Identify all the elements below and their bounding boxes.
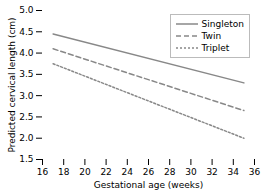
svg-text:18: 18 [58,167,70,177]
svg-text:20: 20 [79,167,91,177]
svg-text:4.0: 4.0 [19,48,34,58]
svg-text:4.5: 4.5 [19,27,33,37]
svg-text:3.0: 3.0 [19,91,34,101]
svg-text:24: 24 [122,167,134,177]
svg-text:5.0: 5.0 [19,5,34,15]
svg-text:34: 34 [228,167,240,177]
svg-text:28: 28 [164,167,176,177]
html-text:Singleton: Singleton [201,19,244,29]
svg-text:32: 32 [206,167,217,177]
html-text:Twin: Twin [201,31,222,41]
svg-text:16: 16 [37,167,49,177]
svg-text:26: 26 [143,167,155,177]
svg-text:2.5: 2.5 [19,112,33,122]
svg-text:2.0: 2.0 [19,133,34,143]
svg-text:Predicted cervical length (cm): Predicted cervical length (cm) [7,17,17,152]
html-text:Triplet: Triplet [201,43,230,53]
svg-text:Gestational age (weeks): Gestational age (weeks) [94,180,203,190]
svg-text:1.5: 1.5 [19,154,33,164]
svg-text:3.5: 3.5 [19,69,33,79]
svg-text:30: 30 [185,167,197,177]
svg-text:22: 22 [100,167,111,177]
svg-text:36: 36 [249,167,261,177]
